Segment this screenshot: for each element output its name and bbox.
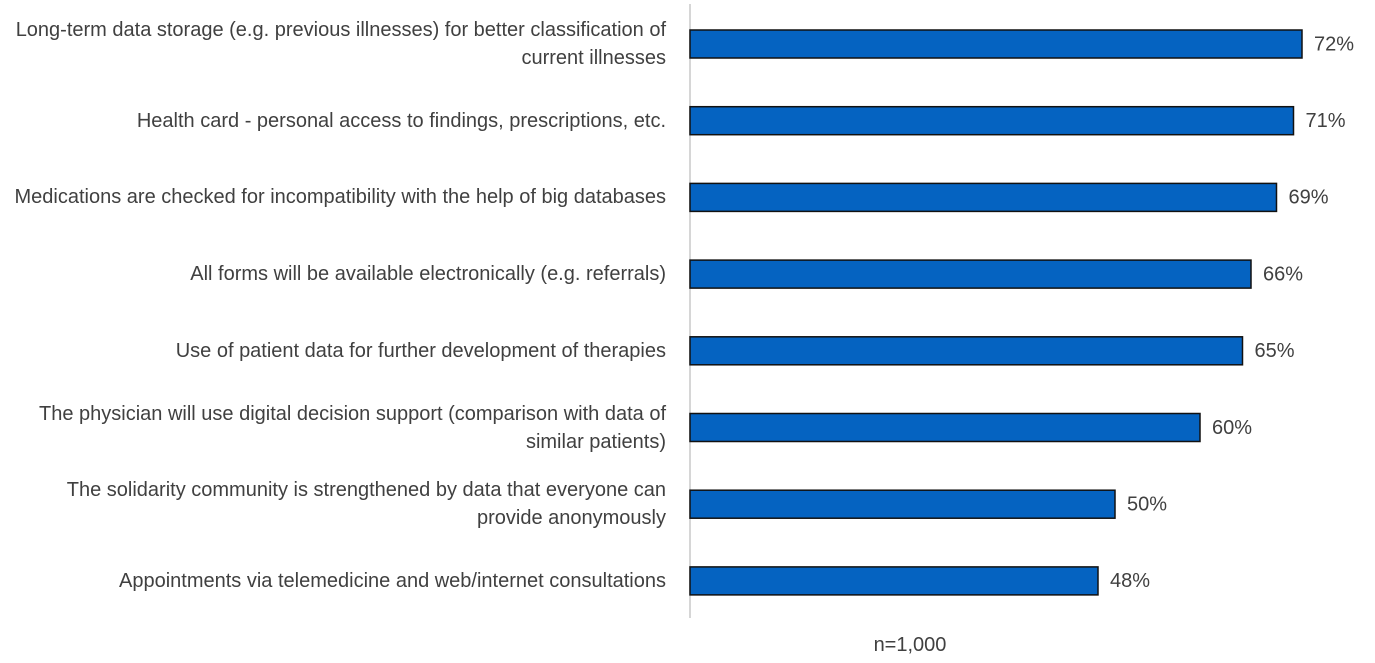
category-label: All forms will be available electronical… [190, 263, 666, 286]
bar [689, 412, 1201, 443]
annotation: n=1,000 [873, 634, 947, 656]
bar [689, 182, 1278, 213]
category-label: Health card - personal access to finding… [136, 109, 666, 132]
bar [689, 489, 1116, 519]
bar [689, 29, 1303, 59]
data-label: 72% [1314, 33, 1354, 55]
category-label: The solidarity community is strengthened… [66, 479, 666, 530]
data-label: 60% [1212, 417, 1252, 439]
data-label: 50% [1127, 493, 1167, 515]
data-label: 71% [1306, 110, 1346, 132]
category-label: Medications are checked for incompatibil… [14, 186, 666, 209]
category-label: Use of patient data for further developm… [175, 339, 666, 362]
bar [689, 566, 1099, 596]
bar [689, 259, 1252, 289]
data-label: 66% [1263, 263, 1303, 285]
bar [689, 336, 1244, 366]
data-label: 65% [1255, 340, 1295, 362]
category-label: Long-term data storage (e.g. previous il… [15, 19, 666, 69]
category-label: Appointments via telemedicine and web/in… [119, 569, 666, 592]
bar [689, 105, 1295, 136]
category-label: The physician will use digital decision … [39, 402, 666, 453]
data-label: 48% [1110, 570, 1150, 592]
data-label: 69% [1289, 187, 1329, 209]
